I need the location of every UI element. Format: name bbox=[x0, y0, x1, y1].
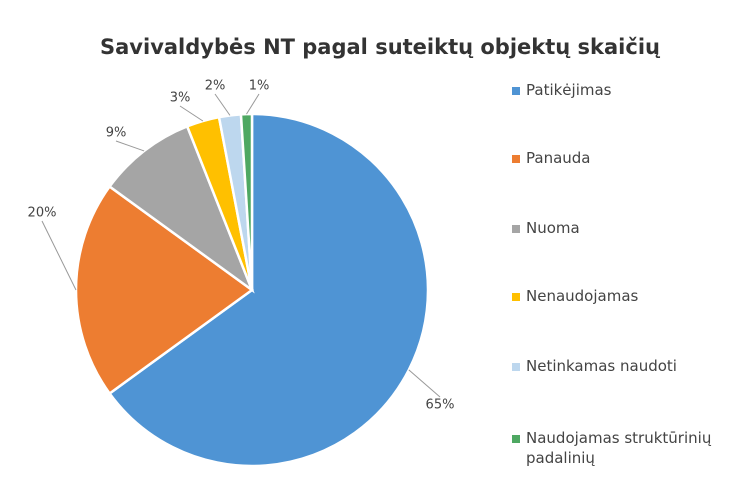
legend-swatch bbox=[512, 363, 520, 371]
data-label: 9% bbox=[106, 126, 127, 141]
legend-item: Nuoma bbox=[512, 218, 737, 238]
legend-swatch bbox=[512, 225, 520, 233]
legend-swatch bbox=[512, 155, 520, 163]
data-label: 20% bbox=[28, 206, 57, 221]
leader-line bbox=[179, 105, 204, 122]
leader-line bbox=[408, 369, 441, 398]
data-label: 1% bbox=[249, 79, 270, 94]
data-label: 2% bbox=[205, 79, 226, 94]
legend-swatch bbox=[512, 87, 520, 95]
pie-slice bbox=[74, 184, 255, 396]
leader-line bbox=[214, 93, 231, 116]
legend-swatch bbox=[512, 435, 520, 443]
legend-label: Nenaudojamas bbox=[526, 287, 639, 305]
legend-item: Nenaudojamas bbox=[512, 286, 737, 306]
legend-label: Naudojamas struktūrinių padalinių bbox=[526, 429, 712, 467]
leader-line bbox=[115, 140, 145, 152]
chart-title: Savivaldybės NT pagal suteiktų objektų s… bbox=[100, 35, 661, 59]
legend-item: Panauda bbox=[512, 148, 737, 168]
leader-line bbox=[41, 220, 77, 291]
legend-item: Netinkamas naudoti bbox=[512, 356, 737, 376]
legend-label: Panauda bbox=[526, 149, 591, 167]
data-label: 3% bbox=[170, 91, 191, 106]
legend-label: Nuoma bbox=[526, 219, 580, 237]
legend-item: Patikėjimas bbox=[512, 80, 737, 100]
legend-swatch bbox=[512, 293, 520, 301]
legend-label: Patikėjimas bbox=[526, 81, 612, 99]
data-label: 65% bbox=[426, 398, 455, 413]
leader-line bbox=[246, 93, 260, 115]
legend-item: Naudojamas struktūrinių padalinių bbox=[512, 428, 737, 468]
legend-label: Netinkamas naudoti bbox=[526, 357, 677, 375]
